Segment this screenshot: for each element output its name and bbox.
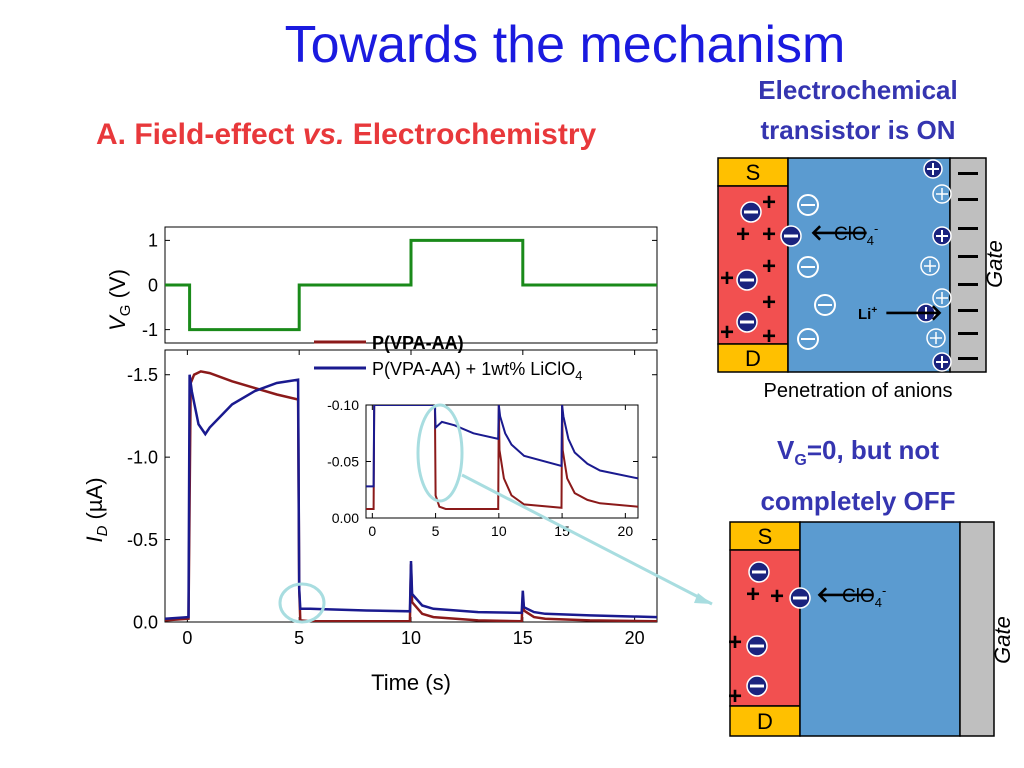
anion-label: ClO4- [834, 221, 878, 248]
source-electrode [729, 521, 801, 551]
source-label: S [746, 160, 761, 185]
svg-text:+: + [746, 581, 760, 608]
plot-frame [164, 226, 658, 344]
anions-in-semiconductor [746, 561, 811, 697]
y-tick-label: -1 [142, 320, 158, 340]
gate-electrode [959, 521, 995, 737]
device-diagram-on: S D ++ + +++ + + 🡐 ClO4- [717, 157, 1007, 373]
off-state-heading: VG=0, but not completely OFF [718, 430, 998, 521]
on-state-heading: Electrochemical transistor is ON [718, 70, 998, 150]
x-tick-label: 15 [513, 628, 533, 648]
x-tick-label: 5 [432, 523, 440, 539]
legend-label-1: P(VPA-AA) [372, 333, 464, 353]
anion-arrow: 🡐 [810, 220, 869, 245]
y-tick-label: 0 [148, 275, 158, 295]
section-subtitle: A. Field-effect vs. Electrochemistry [96, 118, 596, 152]
svg-text:+: + [762, 189, 776, 216]
zoom-ellipse-inset [416, 403, 464, 503]
subtitle-part-b: Electrochemistry [344, 118, 597, 151]
y-tick-label: -1.0 [127, 447, 158, 467]
legend: P(VPA-AA) P(VPA-AA) + 1wt% LiClO4 [314, 333, 582, 383]
x-tick-label: 15 [554, 523, 570, 539]
drain-electrode [729, 705, 801, 737]
cations-near-gate [916, 159, 952, 372]
cation-label: Li+ [858, 305, 877, 323]
penetration-caption: Penetration of anions [763, 380, 953, 402]
svg-text:+: + [736, 221, 750, 248]
svg-text:+: + [728, 629, 742, 656]
svg-text:+: + [720, 319, 734, 346]
zoom-ellipse-main [278, 582, 326, 624]
inset-chart: 0.00 -0.05 -0.10 0 5 10 15 20 [327, 397, 639, 539]
x-tick-label: 20 [625, 628, 645, 648]
hole-charges: + +++ [728, 581, 784, 710]
vg-chart: 1 0 -1 VG (V) [105, 226, 658, 344]
off-heading-line1: VG=0, but not [777, 435, 939, 470]
gate-label: Gate [982, 240, 1007, 288]
y-tick-label: 1 [148, 231, 158, 251]
y-tick-label: -1.5 [127, 365, 158, 385]
x-tick-label: 0 [368, 523, 376, 539]
plot-frame [365, 404, 639, 519]
svg-text:+: + [770, 583, 784, 610]
x-tick-label: 5 [294, 628, 304, 648]
id-y-axis-label: ID (µA) [82, 477, 111, 542]
on-heading-line2: transistor is ON [760, 115, 956, 145]
on-heading-line1: Electrochemical [758, 75, 958, 105]
electrolyte-layer [787, 157, 951, 373]
anion-label: ClO4- [842, 583, 886, 610]
y-tick-label: 0.00 [332, 510, 359, 526]
series-line-2 [366, 405, 638, 488]
device-diagram-off: S D + +++ 🡐 ClO4- Gate [728, 521, 1015, 737]
svg-text:+: + [728, 683, 742, 710]
gate-negative-charges [958, 172, 978, 360]
x-tick-label: 0 [182, 628, 192, 648]
y-tick-label: -0.10 [327, 397, 359, 413]
y-tick-label: -0.05 [327, 453, 359, 469]
hole-charges: ++ + +++ + + [720, 189, 776, 350]
x-axis-label: Time (s) [371, 670, 451, 695]
cations-outline [920, 184, 952, 348]
cation-arrow: 🡒 [884, 300, 943, 325]
slide-title: Towards the mechanism [284, 16, 846, 74]
legend-label-2: P(VPA-AA) + 1wt% LiClO4 [372, 359, 582, 383]
series-line-1 [165, 370, 657, 622]
svg-text:+: + [762, 253, 776, 280]
subtitle-part-a: A. Field-effect [96, 118, 303, 151]
series-line-2 [165, 374, 657, 620]
x-tick-label: 10 [401, 628, 421, 648]
gate-electrode [949, 157, 987, 373]
subtitle-vs: vs. [302, 118, 345, 151]
series-line-1 [366, 405, 638, 510]
anions-in-semiconductor [736, 201, 802, 333]
gate-label: Gate [990, 616, 1015, 664]
anion-arrow: 🡐 [816, 582, 875, 607]
source-label: S [758, 524, 773, 549]
vg-y-axis-label: VG (V) [105, 269, 134, 331]
svg-text:+: + [762, 323, 776, 350]
id-chart: 0.0 -0.5 -1.0 -1.5 0 5 10 15 20 Time (s) ID (µA) P(… [82, 333, 658, 695]
drain-label: D [757, 709, 773, 734]
plot-frame [164, 349, 658, 623]
svg-text:+: + [720, 265, 734, 292]
anions-in-electrolyte [797, 194, 836, 350]
off-heading-line2: completely OFF [760, 486, 956, 517]
zoom-connector-arrowhead [694, 593, 712, 604]
y-tick-label: -0.5 [127, 530, 158, 550]
y-tick-label: 0.0 [133, 612, 158, 632]
svg-text:+: + [762, 221, 776, 248]
series-line-1 [165, 238, 657, 332]
x-tick-label: 20 [618, 523, 634, 539]
drain-label: D [745, 346, 761, 371]
electrolyte-layer [799, 521, 961, 737]
zoom-connector-line [461, 473, 713, 606]
x-tick-label: 10 [491, 523, 507, 539]
svg-text:+: + [762, 289, 776, 316]
